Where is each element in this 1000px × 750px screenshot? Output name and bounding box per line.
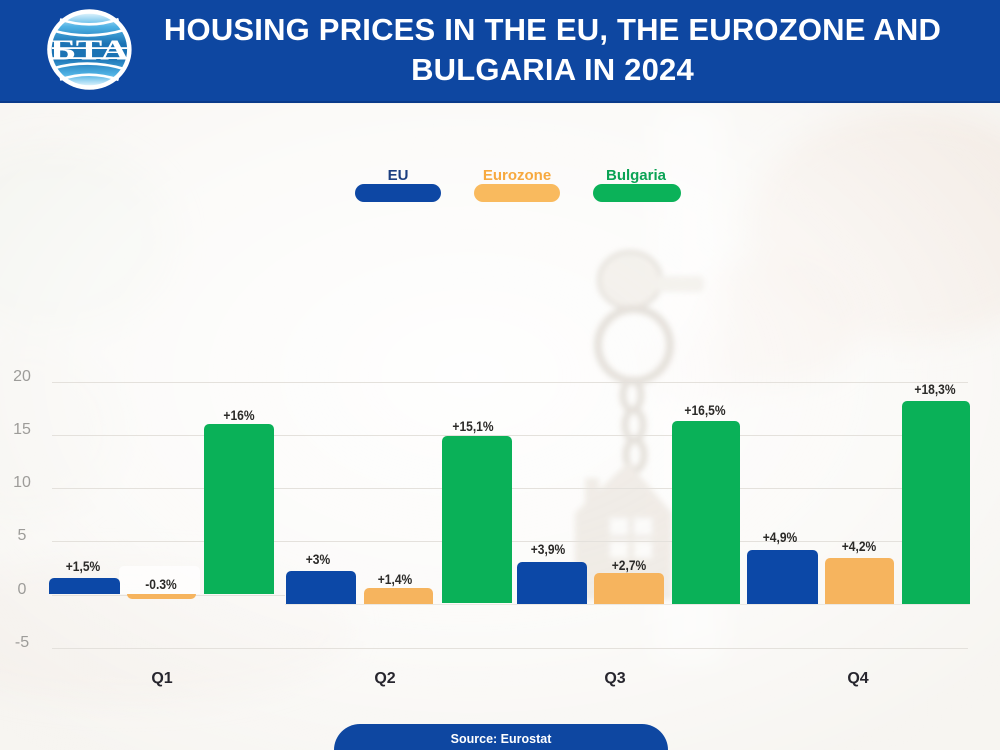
svg-text:БТА: БТА [50,36,130,67]
